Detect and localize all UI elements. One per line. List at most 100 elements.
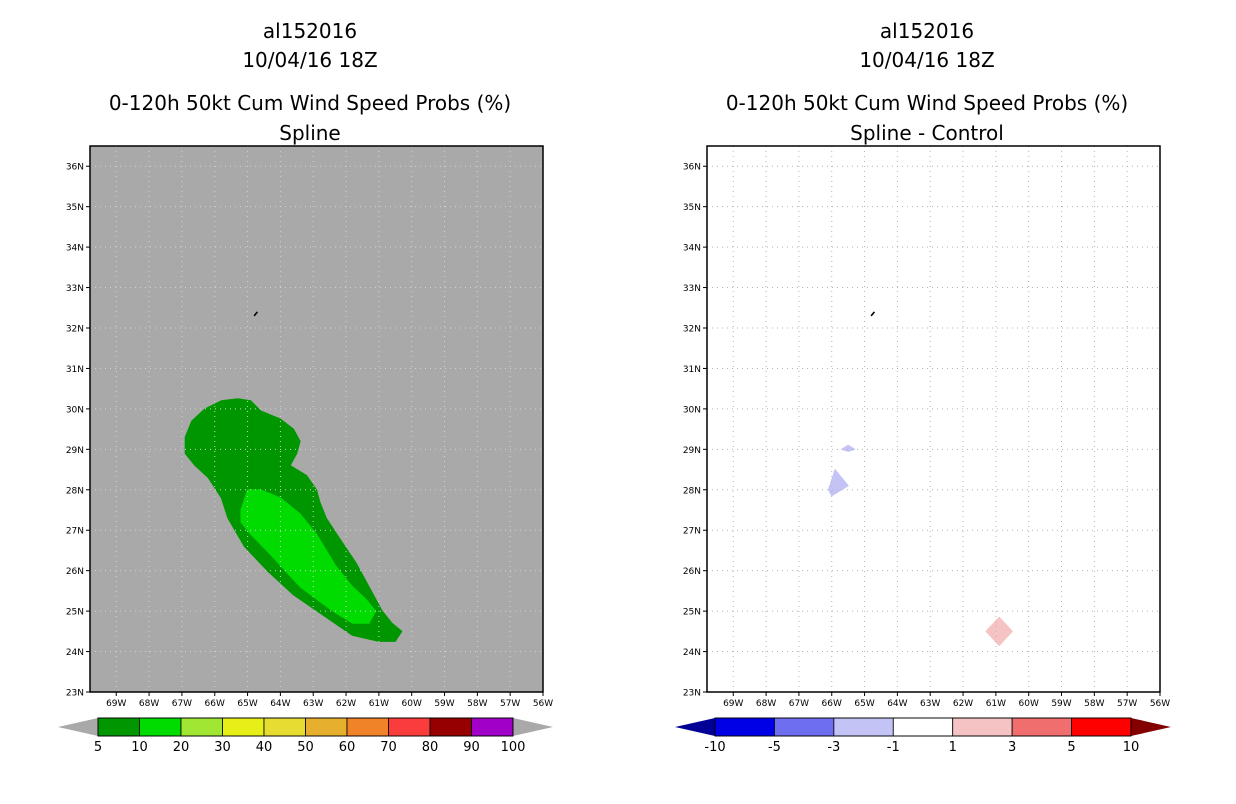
tick-label-lon-62W: 62W [336,699,356,709]
tick-label-lat-31N: 31N [66,365,84,375]
right-panel: al152016 10/04/16 18Z 0-120h 50kt Cum Wi… [675,19,1171,755]
colorbar-over-arrow [513,718,553,736]
colorbar-label-2: -3 [827,740,840,755]
tick-label-lat-32N: 32N [683,325,701,335]
tick-label-lon-64W: 64W [887,699,907,709]
tick-label-lon-59W: 59W [434,699,454,709]
colorbar-label-7: 10 [1123,740,1140,755]
colorbar-label-4: 40 [256,740,273,755]
tick-label-lon-56W: 56W [1150,699,1170,709]
island-mark [253,311,259,317]
tick-label-lat-32N: 32N [66,325,84,335]
colorbar-swatch-6 [1071,717,1132,737]
tick-label-lon-67W: 67W [172,699,192,709]
tick-label-lon-61W: 61W [369,699,389,709]
tick-label-lat-29N: 29N [66,446,84,456]
island-mark [870,311,876,317]
tick-label-lon-68W: 68W [756,699,776,709]
tick-label-lat-23N: 23N [66,689,84,699]
tick-label-lat-27N: 27N [66,527,84,537]
colorbar-label-5: 50 [297,740,314,755]
date-label: 10/04/16 18Z [859,48,994,72]
colorbar-label-8: 80 [422,740,439,755]
colorbar-swatch-2 [180,717,223,737]
tick-label-lat-35N: 35N [66,203,84,213]
tick-label-lon-63W: 63W [303,699,323,709]
tick-label-lon-65W: 65W [237,699,257,709]
storm-id-label: al152016 [263,19,357,43]
tick-label-lon-64W: 64W [270,699,290,709]
colorbar-label-5: 3 [1008,740,1016,755]
tick-label-lon-63W: 63W [920,699,940,709]
tick-label-lat-31N: 31N [683,365,701,375]
colorbar-swatch-7 [388,717,431,737]
colorbar-swatch-9 [471,717,514,737]
colorbar-swatch-5 [1011,717,1072,737]
colorbar-label-1: -5 [768,740,781,755]
tick-label-lat-24N: 24N [66,648,84,658]
tick-label-lat-36N: 36N [683,163,701,173]
tick-label-lon-66W: 66W [205,699,225,709]
colorbar-swatch-6 [346,717,389,737]
tick-label-lat-30N: 30N [683,405,701,415]
colorbar-frame [97,717,514,737]
tick-label-lat-26N: 26N [66,567,84,577]
tick-label-lon-69W: 69W [723,699,743,709]
colorbar-swatch-8 [429,717,472,737]
colorbar-swatch-1 [139,717,182,737]
tick-label-lon-59W: 59W [1051,699,1071,709]
colorbar-frame [714,717,1132,737]
tick-label-lat-26N: 26N [683,567,701,577]
colorbar-label-4: 1 [949,740,957,755]
chart-title: 0-120h 50kt Cum Wind Speed Probs (%) [726,91,1128,115]
tick-label-lon-60W: 60W [402,699,422,709]
chart-subtitle: Spline - Control [850,121,1004,145]
tick-label-lon-69W: 69W [106,699,126,709]
tick-label-lat-25N: 25N [683,608,701,618]
colorbar-label-2: 20 [173,740,190,755]
plot-frame [706,145,1161,693]
colorbar-swatch-4 [263,717,306,737]
tick-label-lon-68W: 68W [139,699,159,709]
tick-label-lat-30N: 30N [66,405,84,415]
colorbar-swatch-0 [97,717,140,737]
colorbar-label-0: 5 [94,740,102,755]
colorbar-over-arrow [1131,718,1171,736]
tick-label-lat-28N: 28N [66,486,84,496]
colorbar-label-1: 10 [131,740,148,755]
tick-label-lon-62W: 62W [953,699,973,709]
tick-label-lat-24N: 24N [683,648,701,658]
colorbar-under-arrow [675,718,715,736]
storm-id-label: al152016 [880,19,974,43]
tick-label-lat-33N: 33N [683,284,701,294]
chart-title: 0-120h 50kt Cum Wind Speed Probs (%) [109,91,511,115]
colorbar-swatch-2 [833,717,894,737]
tick-label-lon-58W: 58W [1084,699,1104,709]
tick-label-lat-23N: 23N [683,689,701,699]
tick-label-lat-34N: 34N [66,244,84,254]
colorbar-swatch-3 [222,717,265,737]
tick-label-lat-29N: 29N [683,446,701,456]
tick-label-lon-60W: 60W [1019,699,1039,709]
colorbar-label-6: 5 [1067,740,1075,755]
colorbar-swatch-3 [892,717,954,737]
plot-frame [89,145,544,693]
tick-label-lon-66W: 66W [822,699,842,709]
tick-label-lon-61W: 61W [986,699,1006,709]
plot-background [707,146,1160,692]
tick-label-lat-28N: 28N [683,486,701,496]
tick-label-lat-36N: 36N [66,163,84,173]
tick-label-lon-57W: 57W [1117,699,1137,709]
colorbar-label-6: 60 [339,740,356,755]
tick-label-lon-57W: 57W [500,699,520,709]
region-diff-pos-1-3 [985,616,1013,646]
colorbar-label-7: 70 [380,740,397,755]
colorbar-label-3: 30 [214,740,231,755]
left-panel: al152016 10/04/16 18Z 0-120h 50kt Cum Wi… [58,19,553,755]
colorbar-label-10: 100 [501,740,526,755]
colorbar-swatch-1 [774,717,835,737]
region-prob-10-20 [240,489,377,624]
tick-label-lon-58W: 58W [467,699,487,709]
tick-label-lon-67W: 67W [789,699,809,709]
